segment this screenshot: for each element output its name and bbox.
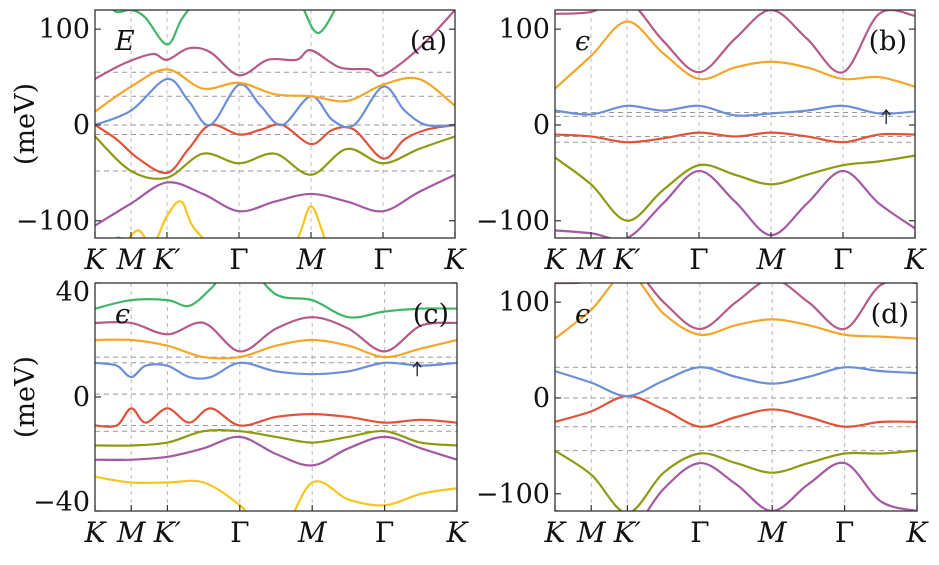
x-tick-label-c: M <box>297 516 328 549</box>
series-line-c-6 <box>95 338 457 360</box>
series-line-b-3 <box>555 131 915 144</box>
x-tick-label-d: Γ <box>835 516 854 549</box>
x-tick-label-a: M <box>296 243 327 276</box>
x-tick-label-b: K′ <box>612 243 641 276</box>
x-tick-label-b: M <box>756 243 787 276</box>
x-tick-label-c: M <box>116 516 147 549</box>
y-tick-label-c: 40 <box>56 277 90 308</box>
series-line-c-7 <box>95 316 457 353</box>
y-tick-label-b: 100 <box>498 14 550 45</box>
y-axis-label-a: (meV) <box>10 83 41 165</box>
arrow-marker-c <box>412 361 422 377</box>
y-tick-label-c: 0 <box>73 382 90 413</box>
quantity-label-b: ϵ <box>575 26 590 57</box>
y-tick-label-d: 100 <box>498 287 550 318</box>
x-tick-label-d: M <box>757 516 788 549</box>
x-tick-label-a: Γ <box>373 243 392 276</box>
plot-frame-d <box>554 282 918 512</box>
x-tick-label-c: K <box>84 516 108 549</box>
x-tick-label-c: K <box>446 516 470 549</box>
x-tick-label-b: K <box>544 243 568 276</box>
x-tick-label-a: K′ <box>152 243 181 276</box>
series-line-a-4 <box>95 77 455 129</box>
series-line-d-5 <box>555 283 917 340</box>
series-line-c-3 <box>95 429 457 447</box>
x-tick-label-a: Γ <box>229 243 248 276</box>
panel-c: 400−40K M K′ Γ M Γ K(c)ϵ(meV) <box>10 277 470 549</box>
series-line-a-6 <box>95 10 455 80</box>
series-line-b-6 <box>555 10 915 74</box>
series-line-a-7 <box>111 10 336 46</box>
series-line-c-5 <box>95 361 457 380</box>
series-line-d-4 <box>555 366 917 398</box>
arrow-marker-b <box>881 109 891 125</box>
x-tick-label-a: K <box>84 243 108 276</box>
x-tick-label-c: Γ <box>230 516 249 549</box>
series-line-c-1 <box>95 475 457 511</box>
x-tick-label-a: K <box>444 243 468 276</box>
panel-label-c: (c) <box>413 299 449 330</box>
x-tick-label-b: M <box>576 243 607 276</box>
x-tick-label-d: Γ <box>690 516 709 549</box>
y-tick-label-b: −100 <box>476 206 550 237</box>
plot-frame-c <box>94 282 458 512</box>
y-tick-label-d: 0 <box>533 383 550 414</box>
series-line-a-3 <box>95 123 455 175</box>
series-line-a-1 <box>95 173 455 227</box>
series-line-d-6 <box>555 283 917 331</box>
y-tick-label-a: 0 <box>73 110 90 141</box>
series-line-a-8 <box>127 200 326 238</box>
panel-label-d: (d) <box>871 299 909 330</box>
x-tick-label-d: K <box>544 516 568 549</box>
series-line-c-4 <box>95 407 457 428</box>
plot-frame-b <box>554 9 916 239</box>
panel-label-a: (a) <box>410 26 447 57</box>
y-tick-label-a: 100 <box>38 14 90 45</box>
series-line-b-4 <box>555 104 915 117</box>
series-line-b-5 <box>555 20 915 90</box>
y-tick-label-d: −100 <box>476 479 550 510</box>
plot-frame-a <box>94 9 456 239</box>
series-line-d-1 <box>555 461 917 511</box>
y-tick-label-b: 0 <box>533 110 550 141</box>
x-tick-label-b: Γ <box>689 243 708 276</box>
series-line-c-8 <box>95 283 457 319</box>
panel-label-b: (b) <box>869 26 907 57</box>
x-tick-label-c: K′ <box>153 516 182 549</box>
y-tick-label-c: −40 <box>33 487 90 518</box>
series-line-d-2 <box>555 449 917 511</box>
x-tick-label-d: M <box>576 516 607 549</box>
series-line-a-5 <box>95 68 455 113</box>
quantity-label-c: ϵ <box>115 299 130 330</box>
series-line-b-1 <box>555 169 915 238</box>
x-tick-label-b: K <box>904 243 928 276</box>
x-tick-label-c: Γ <box>375 516 394 549</box>
quantity-label-d: ϵ <box>575 299 590 330</box>
y-axis-label-c: (meV) <box>10 356 41 438</box>
y-tick-label-a: −100 <box>16 206 90 237</box>
x-tick-label-d: K <box>906 516 930 549</box>
series-line-a-2 <box>95 135 455 180</box>
x-tick-label-a: M <box>116 243 147 276</box>
x-tick-label-d: K′ <box>613 516 642 549</box>
series-line-c-2 <box>95 435 457 467</box>
series-line-b-2 <box>555 154 915 222</box>
quantity-label-a: E <box>114 26 135 57</box>
x-tick-label-b: Γ <box>833 243 852 276</box>
series-line-d-3 <box>555 394 917 428</box>
